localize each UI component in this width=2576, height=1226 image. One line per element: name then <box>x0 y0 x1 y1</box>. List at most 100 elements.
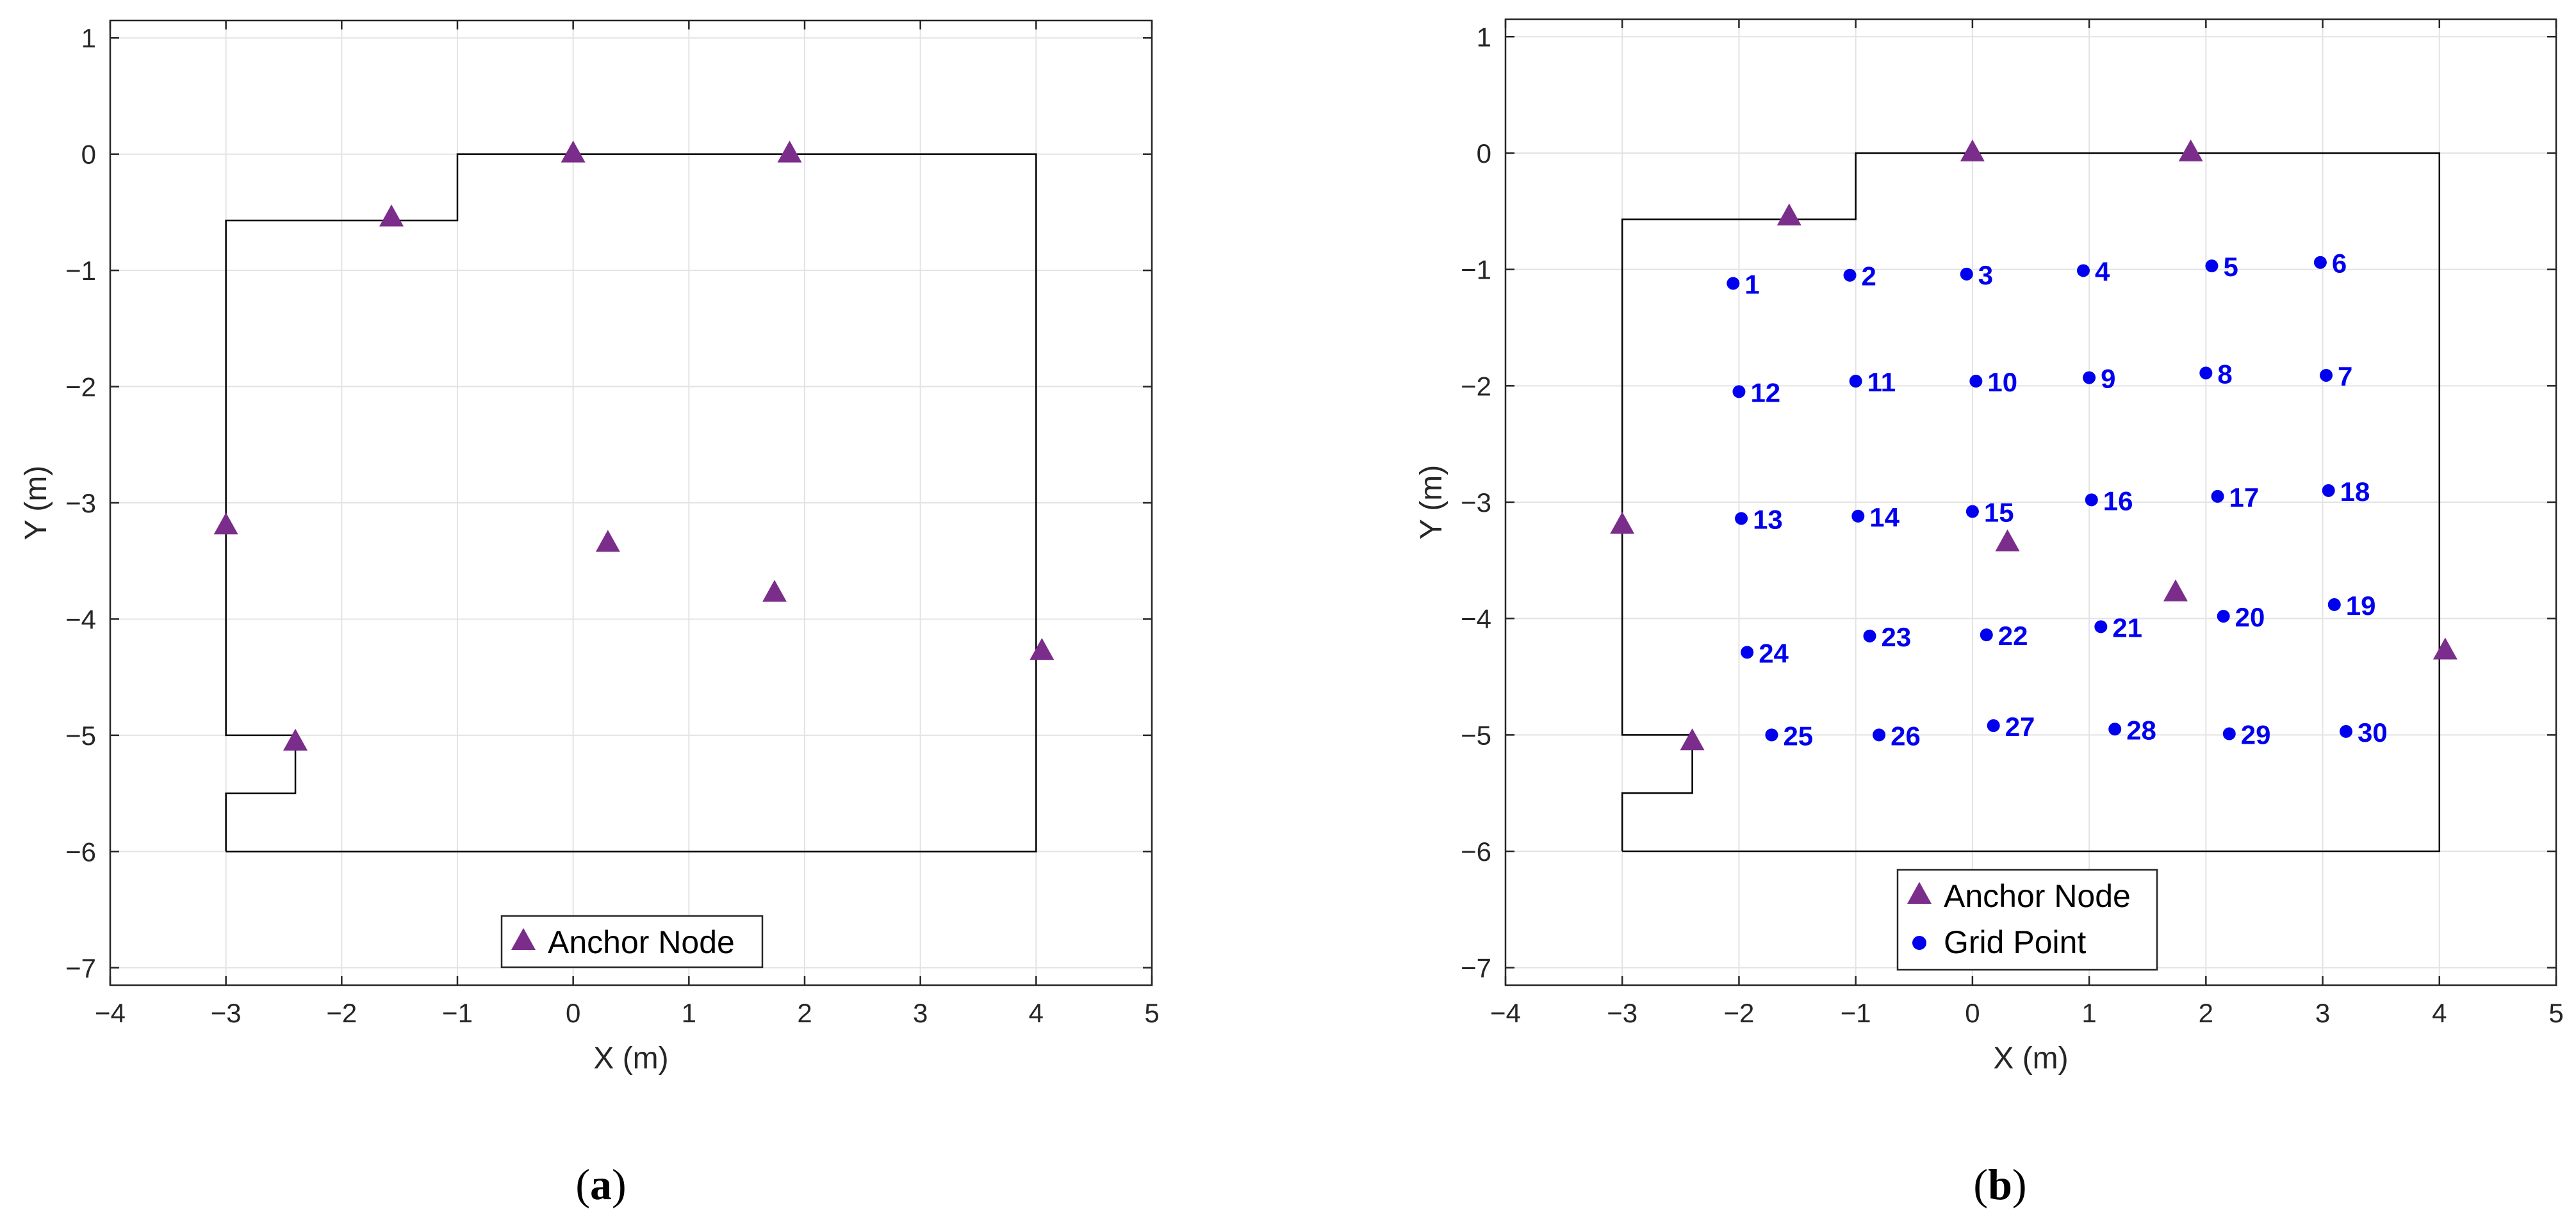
anchor-node-marker <box>1030 638 1054 660</box>
grid-point-label: 18 <box>2340 477 2370 507</box>
legend-anchor-marker <box>1907 881 1932 904</box>
grid-point-label: 15 <box>1984 498 2014 528</box>
grid-point-marker <box>1849 375 1862 388</box>
grid-point-label: 26 <box>1891 721 1921 751</box>
grid-point-marker <box>1727 277 1740 290</box>
grid-point-label: 8 <box>2217 359 2232 389</box>
anchor-node-marker <box>561 140 586 163</box>
anchor-node-marker <box>283 728 308 751</box>
caption-a: (a) <box>575 1160 626 1209</box>
y-tick-label: −5 <box>65 721 96 751</box>
x-axis-label: X (m) <box>593 1042 668 1075</box>
caption-b: (b) <box>1973 1160 2026 1209</box>
x-tick-label: 0 <box>1965 998 1980 1028</box>
y-tick-label: −1 <box>1461 255 1491 285</box>
anchor-node-marker <box>1610 512 1635 534</box>
grid-point-marker <box>2320 368 2333 382</box>
x-tick-label: −4 <box>1490 998 1521 1028</box>
grid-point-marker <box>1873 728 1886 742</box>
x-tick-label: −2 <box>1723 998 1754 1028</box>
grid-point-marker <box>1741 646 1754 659</box>
anchor-node-marker <box>2432 637 2457 660</box>
anchor-node-marker <box>1776 203 1801 225</box>
anchor-node-marker <box>595 530 620 552</box>
grid-point-label: 17 <box>2229 482 2260 512</box>
grid-point-label: 22 <box>1998 621 2028 651</box>
anchor-node-marker <box>1680 728 1705 751</box>
legend-entry-label: Anchor Node <box>548 924 735 960</box>
grid-point-marker <box>1960 267 1973 281</box>
legend-entry-label: Anchor Node <box>1944 878 2131 914</box>
anchor-node-marker <box>213 512 238 535</box>
grid-point-marker <box>2313 256 2327 269</box>
y-tick-label: 0 <box>81 140 96 170</box>
x-tick-label: 0 <box>566 998 580 1028</box>
grid-point-marker <box>1851 509 1865 523</box>
y-tick-label: −1 <box>65 256 96 286</box>
grid-point-label: 19 <box>2346 591 2376 621</box>
grid-point-marker <box>2083 371 2096 384</box>
anchor-node-marker <box>762 580 787 602</box>
grid-point-label: 6 <box>2332 249 2347 279</box>
y-tick-label: −2 <box>65 372 96 402</box>
x-tick-label: −4 <box>95 998 126 1028</box>
x-axis-label: X (m) <box>1993 1042 2068 1075</box>
grid-point-marker <box>2085 493 2098 507</box>
y-tick-label: 0 <box>1477 138 1491 168</box>
grid-point-marker <box>1843 268 1857 282</box>
grid-point-label: 29 <box>2241 720 2271 750</box>
y-tick-label: −6 <box>1461 837 1491 867</box>
grid-point-marker <box>2222 727 2236 740</box>
grid-point-label: 23 <box>1882 622 1912 652</box>
grid-point-label: 20 <box>2235 602 2265 632</box>
grid-point-marker <box>2108 723 2122 736</box>
x-tick-label: −2 <box>326 998 357 1028</box>
grid-point-label: 16 <box>2103 486 2133 516</box>
grid-point-marker <box>2205 259 2219 273</box>
grid-point-marker <box>2211 489 2224 503</box>
x-tick-label: −1 <box>442 998 473 1028</box>
grid-point-label: 13 <box>1753 504 1783 534</box>
grid-point-label: 28 <box>2126 715 2156 745</box>
caption-b-letter: b <box>1988 1160 2012 1209</box>
y-tick-label: −4 <box>65 604 96 634</box>
x-tick-label: 3 <box>2315 998 2330 1028</box>
x-tick-label: 1 <box>682 998 696 1028</box>
grid-point-label: 27 <box>2005 712 2035 742</box>
x-tick-label: −3 <box>1607 998 1637 1028</box>
grid-point-label: 10 <box>1987 367 2017 397</box>
grid-point-label: 7 <box>2338 361 2352 391</box>
y-tick-label: 1 <box>1477 22 1491 52</box>
y-tick-label: −5 <box>1461 720 1491 750</box>
y-tick-label: −6 <box>65 837 96 867</box>
grid-point-marker <box>1987 719 2000 732</box>
x-tick-label: 4 <box>2432 998 2447 1028</box>
grid-point-marker <box>2094 620 2108 633</box>
legend-grid-point-marker <box>1912 936 1926 950</box>
grid-point-label: 21 <box>2112 612 2142 642</box>
grid-point-label: 12 <box>1750 377 1780 407</box>
caption-a-letter: a <box>590 1160 612 1209</box>
grid-point-label: 30 <box>2358 717 2388 748</box>
grid-point-marker <box>2217 610 2230 623</box>
grid-point-label: 11 <box>1867 367 1896 397</box>
grid-point-label: 4 <box>2095 256 2110 286</box>
grid-point-label: 3 <box>1978 260 1993 290</box>
legend-entry-label: Grid Point <box>1944 924 2086 960</box>
anchor-node-marker <box>379 204 404 227</box>
y-tick-label: −3 <box>1461 487 1491 518</box>
panel-b: −4 −3 −2 −1 0 1 2 3 4 510−1−2−3−4−5−6−7X (m)Y (m)… <box>1415 18 2564 1075</box>
grid-point-marker <box>2340 724 2352 738</box>
x-tick-label: 2 <box>797 998 812 1028</box>
grid-point-marker <box>1863 629 1876 642</box>
grid-point-label: 24 <box>1759 638 1789 668</box>
y-axis-label: Y (m) <box>19 466 53 540</box>
y-tick-label: −7 <box>1461 953 1491 983</box>
grid-point-marker <box>1965 505 1979 518</box>
anchor-node-marker <box>777 140 802 163</box>
x-tick-label: −3 <box>211 998 242 1028</box>
x-tick-label: 5 <box>1144 998 1159 1028</box>
y-tick-label: −4 <box>1461 604 1491 634</box>
y-tick-label: −7 <box>65 953 96 983</box>
